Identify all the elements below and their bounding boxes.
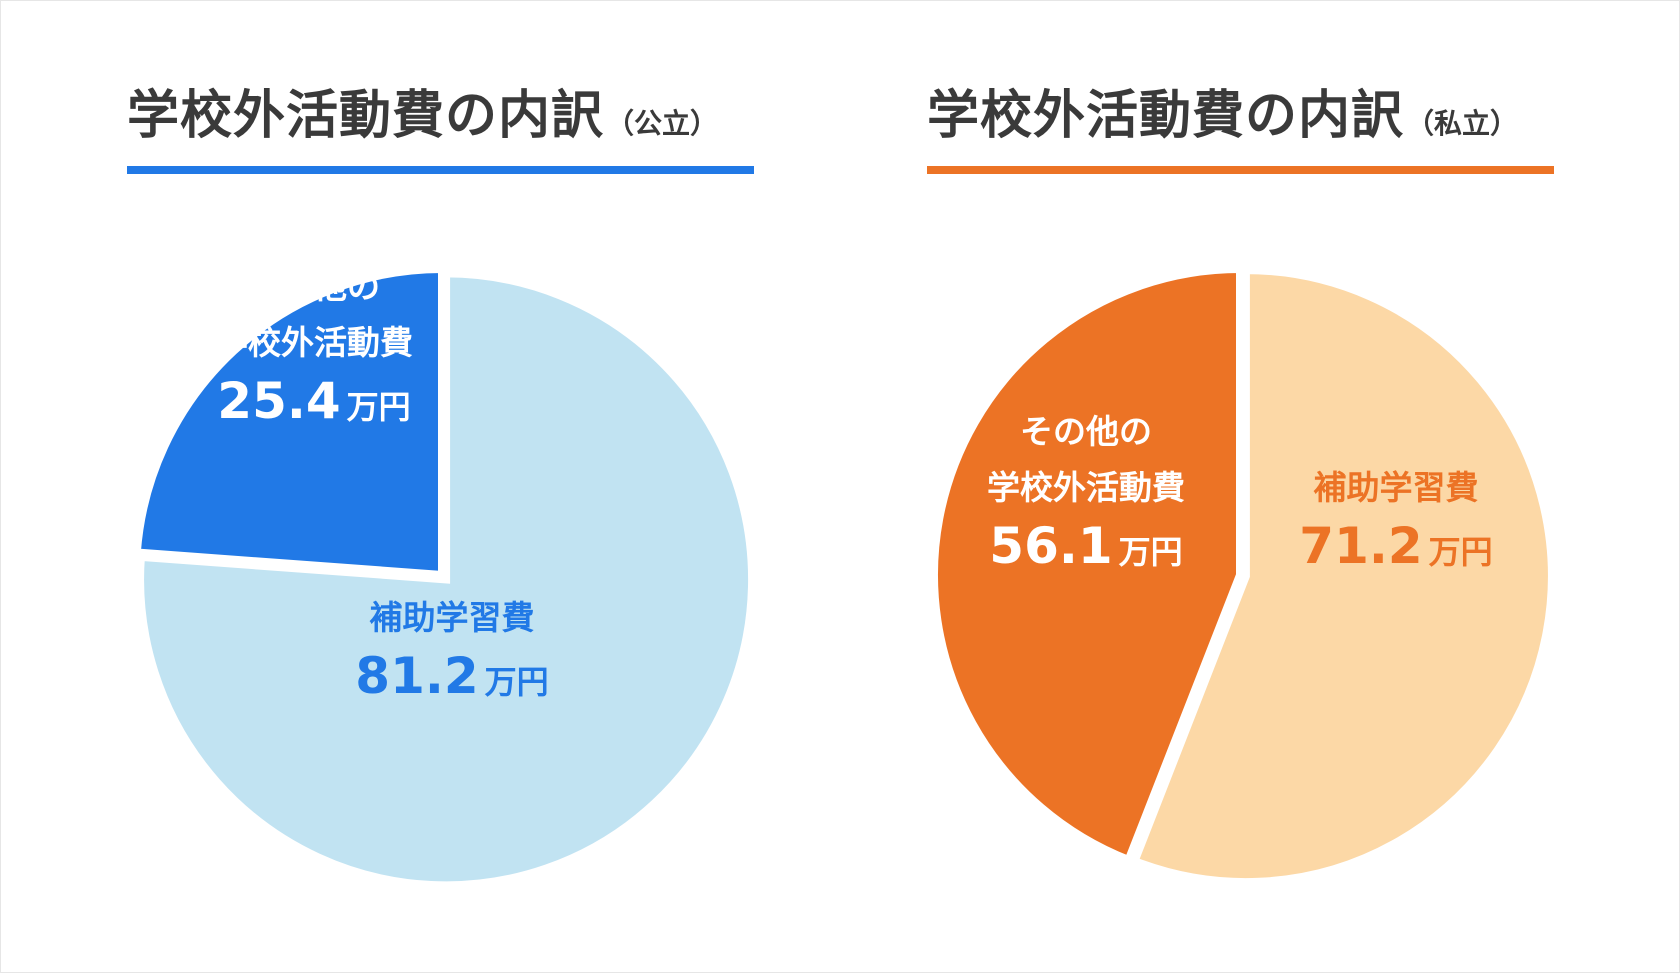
- private-title-block: 学校外活動費の内訳（私立）: [927, 80, 1554, 174]
- private-other-label-1: その他の: [1020, 412, 1152, 451]
- private-hojo-value: 71.2: [1299, 517, 1422, 575]
- private-hojo-unit: 万円: [1429, 533, 1493, 571]
- private-slice-other: [930, 264, 1244, 866]
- public-other-label-2: 学校外活動費: [215, 323, 413, 362]
- public-other-value-label: 25.4 万円: [217, 372, 410, 430]
- private-chart-title: 学校外活動費の内訳（私立）: [927, 80, 1554, 160]
- private-other-unit: 万円: [1119, 533, 1183, 571]
- public-chart-title: 学校外活動費の内訳（公立）: [127, 80, 754, 160]
- public-title-underline: [127, 166, 754, 174]
- public-slice-hojo: [136, 269, 757, 890]
- private-other-value-label: 56.1 万円: [989, 517, 1182, 575]
- private-hojo-value-label: 71.2 万円: [1299, 517, 1492, 575]
- public-panel: 学校外活動費の内訳（公立）: [127, 80, 754, 174]
- public-title-block: 学校外活動費の内訳（公立）: [127, 80, 754, 174]
- public-other-value: 25.4: [217, 372, 340, 430]
- private-other-value: 56.1: [989, 517, 1112, 575]
- public-slice-other: [132, 264, 446, 580]
- public-subtitle: （公立）: [606, 107, 719, 140]
- private-hojo-label-1: 補助学習費: [1314, 468, 1479, 507]
- public-title-text: 学校外活動費の内訳: [127, 86, 605, 146]
- public-hojo-unit: 万円: [485, 663, 549, 701]
- private-slice-hojo: [1129, 266, 1556, 887]
- public-other-unit: 万円: [347, 388, 411, 426]
- public-other-label-1: その他の: [248, 267, 380, 306]
- public-hojo-label-1: 補助学習費: [370, 598, 535, 637]
- private-title-text: 学校外活動費の内訳: [927, 86, 1405, 146]
- private-other-label-2: 学校外活動費: [987, 468, 1185, 507]
- public-hojo-value-label: 81.2 万円: [355, 647, 548, 705]
- private-subtitle: （私立）: [1406, 107, 1519, 140]
- public-hojo-value: 81.2: [355, 647, 478, 705]
- private-title-underline: [927, 166, 1554, 174]
- private-panel: 学校外活動費の内訳（私立）: [840, 0, 1680, 973]
